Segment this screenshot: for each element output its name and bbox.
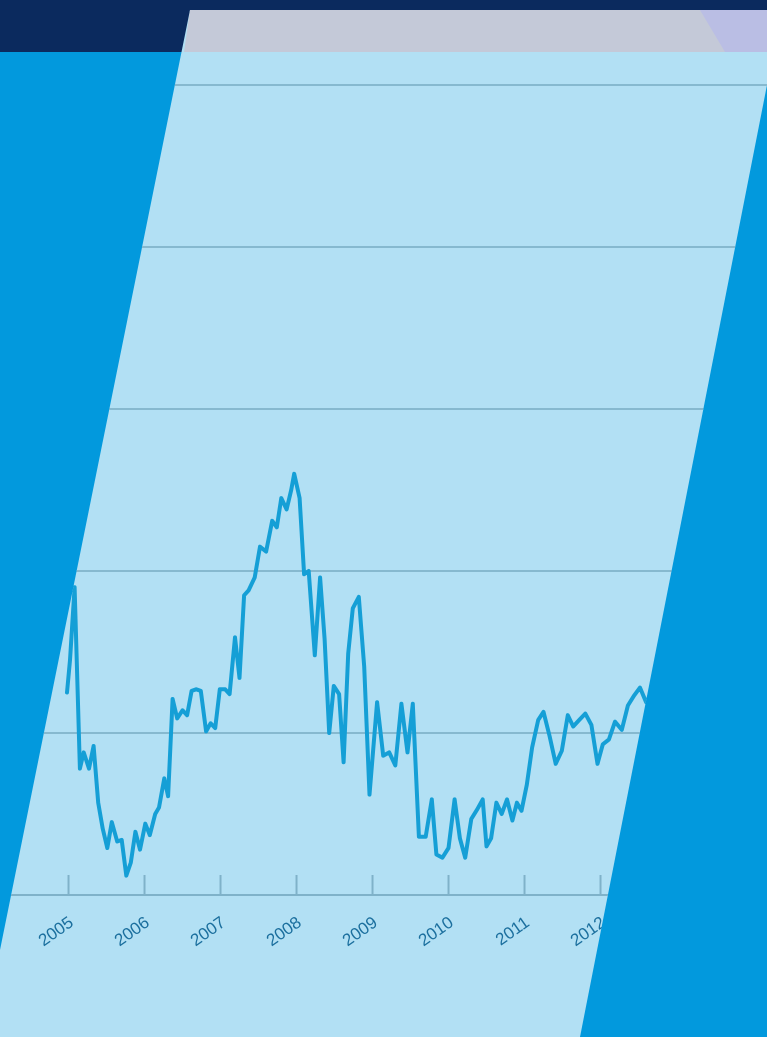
x-axis-ticks (67, 875, 602, 895)
plot-area: 2005 2006 2007 2008 2009 2010 2011 2012 (0, 84, 767, 950)
chart-panel (0, 10, 767, 1037)
data-series-line (65, 471, 709, 878)
corner-accent (700, 10, 767, 52)
chart-panel-top-band (184, 10, 767, 52)
